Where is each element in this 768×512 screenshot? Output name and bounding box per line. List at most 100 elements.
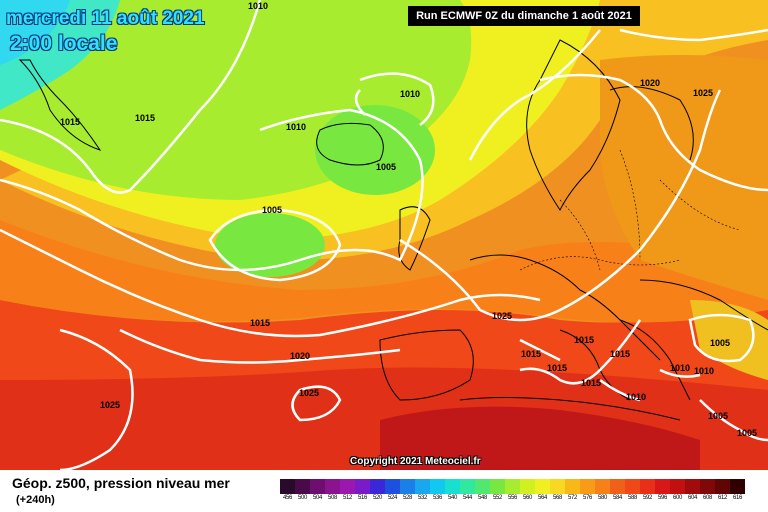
legend-item: 536 <box>430 479 445 501</box>
legend-swatch <box>685 479 700 494</box>
legend-item: 576 <box>580 479 595 501</box>
isobar-label: 1015 <box>609 349 631 359</box>
legend-swatch <box>340 479 355 494</box>
legend-item: 520 <box>370 479 385 501</box>
legend-label: 544 <box>462 495 473 501</box>
forecast-hours: (+240h) <box>16 494 55 506</box>
legend-swatch <box>280 479 295 494</box>
isobar-label: 1005 <box>709 338 731 348</box>
legend-label: 564 <box>537 495 548 501</box>
legend-item: 580 <box>595 479 610 501</box>
legend-swatch <box>370 479 385 494</box>
legend-item: 516 <box>355 479 370 501</box>
legend-swatch <box>550 479 565 494</box>
legend-item: 508 <box>325 479 340 501</box>
legend-swatch <box>385 479 400 494</box>
legend-swatch <box>715 479 730 494</box>
legend-label: 504 <box>312 495 323 501</box>
legend-item: 572 <box>565 479 580 501</box>
legend-label: 508 <box>327 495 338 501</box>
legend-swatch <box>700 479 715 494</box>
legend-item: 556 <box>505 479 520 501</box>
run-info: Run ECMWF 0Z du dimanche 1 août 2021 <box>408 6 640 26</box>
legend-label: 536 <box>432 495 443 501</box>
legend-item: 544 <box>460 479 475 501</box>
legend-swatch <box>535 479 550 494</box>
legend-swatch <box>610 479 625 494</box>
isobar-label: 1010 <box>625 392 647 402</box>
isobar-label: 1020 <box>639 78 661 88</box>
legend-swatch <box>310 479 325 494</box>
legend-label: 596 <box>657 495 668 501</box>
legend-swatch <box>505 479 520 494</box>
legend-item: 604 <box>685 479 700 501</box>
legend-swatch <box>460 479 475 494</box>
isobar-label: 1015 <box>580 378 602 388</box>
isobar-label: 1010 <box>247 1 269 11</box>
legend-swatch <box>520 479 535 494</box>
legend-label: 604 <box>687 495 698 501</box>
legend-swatch <box>295 479 310 494</box>
legend-item: 552 <box>490 479 505 501</box>
legend-item: 588 <box>625 479 640 501</box>
legend-swatch <box>565 479 580 494</box>
legend-swatch <box>400 479 415 494</box>
legend-swatch <box>625 479 640 494</box>
legend-label: 540 <box>447 495 458 501</box>
legend-item: 600 <box>670 479 685 501</box>
legend-item: 564 <box>535 479 550 501</box>
legend-label: 512 <box>342 495 353 501</box>
legend-label: 456 <box>282 495 293 501</box>
legend-item: 568 <box>550 479 565 501</box>
weather-map: mercredi 11 août 2021 2:00 locale Run EC… <box>0 0 768 470</box>
coastlines <box>18 39 768 421</box>
map-footer: Géop. z500, pression niveau mer (+240h) … <box>0 470 768 512</box>
legend-swatch <box>490 479 505 494</box>
legend-swatch <box>430 479 445 494</box>
legend-item: 612 <box>715 479 730 501</box>
zone-596 <box>380 406 700 470</box>
isobar-label: 1010 <box>399 89 421 99</box>
isobar-label: 1015 <box>573 335 595 345</box>
legend-item: 548 <box>475 479 490 501</box>
zone-east <box>600 55 768 300</box>
color-legend: 456 500 504 508 512 516 520 524 528 532 536 540 544 5… <box>280 479 745 501</box>
zone-576 <box>0 220 768 323</box>
isobar-label: 1005 <box>707 411 729 421</box>
isobar-label: 1025 <box>491 311 513 321</box>
map-title: Géop. z500, pression niveau mer <box>12 475 230 491</box>
copyright: Copyright 2021 Meteociel.fr <box>350 456 481 467</box>
legend-swatch <box>640 479 655 494</box>
legend-item: 532 <box>415 479 430 501</box>
legend-item: 524 <box>385 479 400 501</box>
legend-item: 512 <box>340 479 355 501</box>
legend-swatch <box>595 479 610 494</box>
valid-date: mercredi 11 août 2021 <box>6 8 205 29</box>
isobar-label: 1015 <box>134 113 156 123</box>
isobar-label: 1020 <box>289 351 311 361</box>
legend-swatch <box>580 479 595 494</box>
legend-label: 560 <box>522 495 533 501</box>
legend-swatch <box>670 479 685 494</box>
legend-label: 532 <box>417 495 428 501</box>
isobar-label: 1015 <box>546 363 568 373</box>
isobar-label: 1025 <box>298 388 320 398</box>
borders <box>519 149 741 271</box>
low-center-iceland <box>315 105 435 195</box>
legend-label: 556 <box>507 495 518 501</box>
legend-swatch <box>325 479 340 494</box>
legend-label: 616 <box>732 495 743 501</box>
isobar-label: 1010 <box>669 363 691 373</box>
isobar-label: 1005 <box>736 428 758 438</box>
valid-time: 2:00 locale <box>10 32 118 55</box>
legend-label: 568 <box>552 495 563 501</box>
legend-item: 500 <box>295 479 310 501</box>
legend-item: 616 <box>730 479 745 501</box>
legend-item: 504 <box>310 479 325 501</box>
legend-label: 516 <box>357 495 368 501</box>
legend-swatch <box>415 479 430 494</box>
legend-item: 584 <box>610 479 625 501</box>
legend-label: 548 <box>477 495 488 501</box>
isobar-label: 1025 <box>692 88 714 98</box>
legend-label: 584 <box>612 495 623 501</box>
